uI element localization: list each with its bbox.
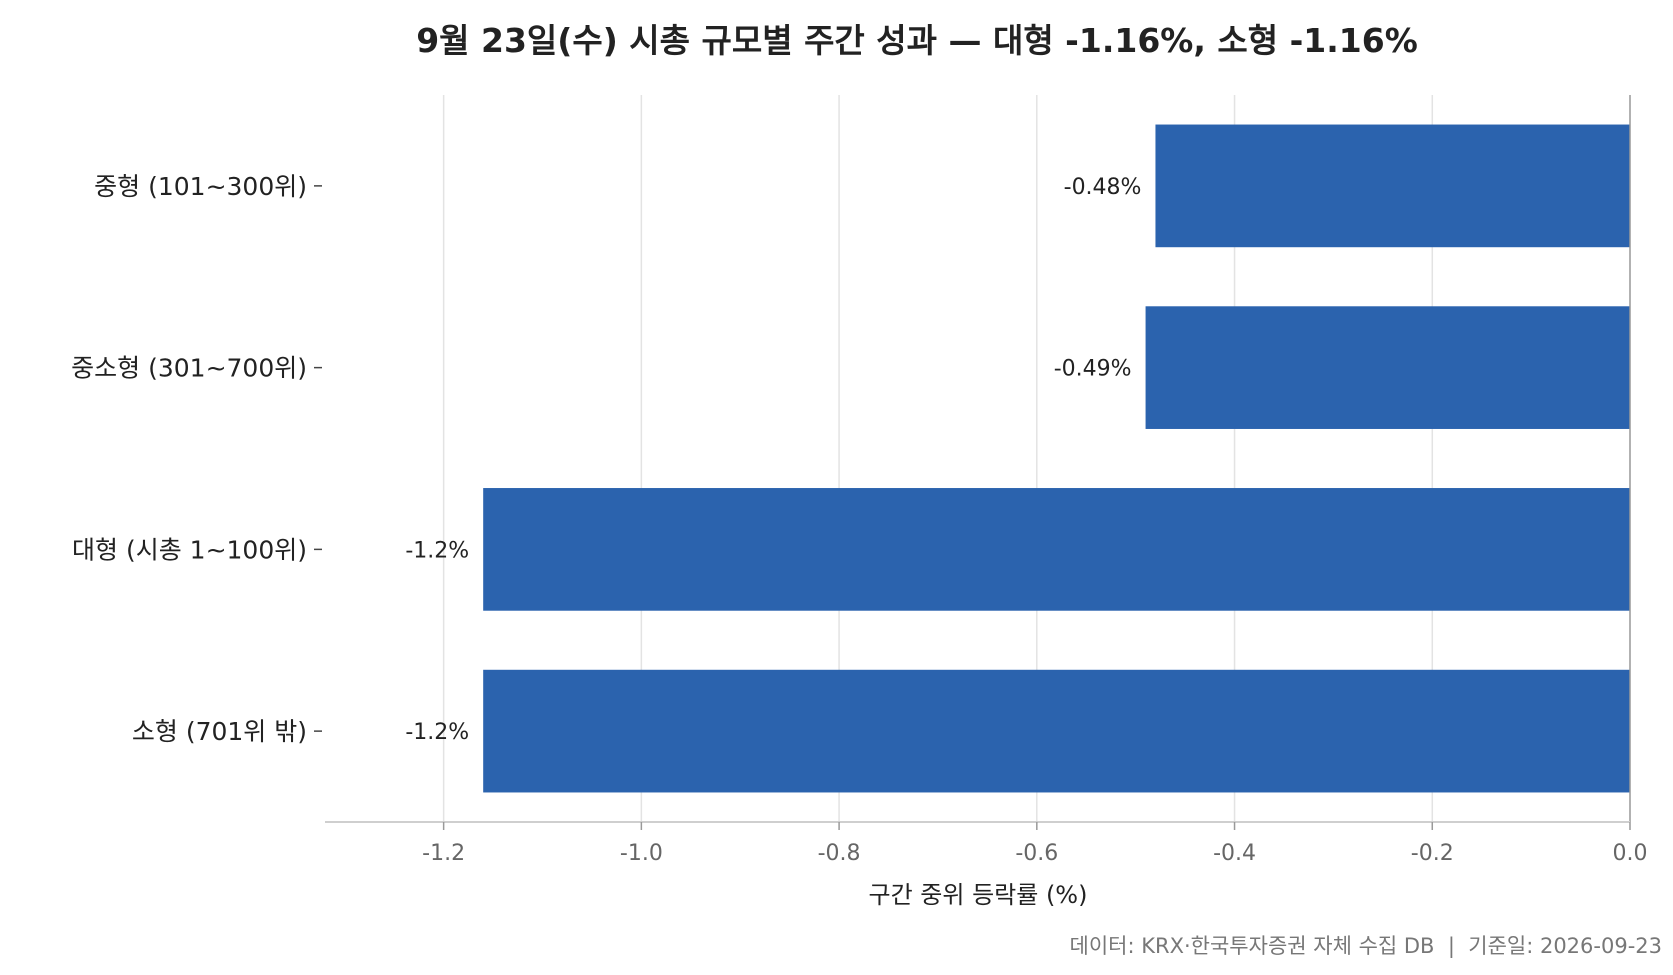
bar — [1145, 306, 1630, 429]
x-tick-label: -1.0 — [620, 841, 663, 866]
bars: -0.48% -0.49% -1.2% -1.2% — [405, 124, 1630, 793]
category-label: 소형 (701위 밖) — [132, 717, 307, 746]
x-tick-label: -0.8 — [818, 841, 861, 866]
x-tick-label: 0.0 — [1613, 841, 1648, 866]
category-label: 중형 (101~300위) — [94, 172, 307, 201]
x-axis-label: 구간 중위 등락률 (%) — [869, 881, 1088, 909]
x-tick-label: -1.2 — [422, 841, 465, 866]
bar — [1155, 124, 1630, 248]
data-label: -0.49% — [1054, 357, 1132, 382]
x-tick-label: -0.6 — [1015, 841, 1058, 866]
data-label: -1.2% — [405, 538, 469, 563]
data-label: -0.48% — [1064, 175, 1142, 200]
bar — [483, 488, 1630, 611]
axes: 중형 (101~300위) 중소형 (301~700위) 대형 (시총 1~100위… — [71, 95, 1648, 866]
data-label: -1.2% — [405, 720, 469, 745]
bar — [483, 669, 1630, 793]
category-label: 중소형 (301~700위) — [71, 354, 307, 383]
x-tick-label: -0.2 — [1411, 841, 1454, 866]
x-tick-label: -0.4 — [1213, 841, 1256, 866]
footer-note: 데이터: KRX·한국투자증권 자체 수집 DB | 기준일: 2026-09-… — [1070, 934, 1662, 959]
category-label: 대형 (시총 1~100위) — [72, 535, 307, 564]
chart-title: 9월 23일(수) 시총 규모별 주간 성과 — 대형 -1.16%, 소형 -… — [416, 21, 1418, 60]
